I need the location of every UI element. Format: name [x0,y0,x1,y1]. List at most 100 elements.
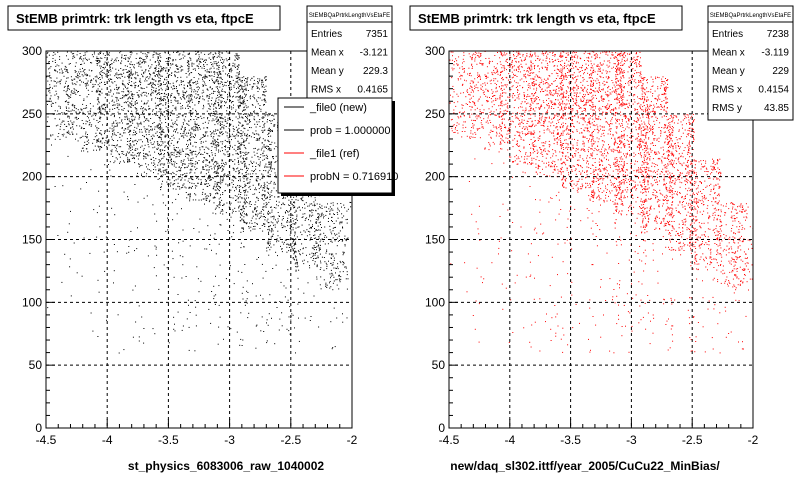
data-point [255,106,256,108]
data-point [111,149,113,151]
data-point [208,169,210,171]
data-point [127,199,129,201]
data-point [129,96,131,98]
data-point [159,124,161,126]
data-point [122,97,124,99]
data-point [224,81,226,83]
data-point [138,114,140,115]
data-point [256,206,258,208]
data-point [107,61,109,63]
data-point [239,99,241,101]
data-point [194,153,196,155]
data-point [125,95,127,97]
data-point [260,154,262,156]
data-point [147,128,149,130]
data-point [71,122,73,124]
data-point [170,152,172,154]
data-point [210,322,212,324]
data-point [278,329,280,331]
left-panel: StEMB primtrk: trk length vs eta, ftpcE … [7,5,398,473]
data-point [97,139,99,141]
data-point [323,217,324,219]
data-point [146,57,148,59]
data-point [263,187,265,189]
data-point [67,58,69,60]
data-point [145,153,147,155]
data-point [215,118,217,120]
data-point [216,117,218,119]
data-point [184,134,186,136]
data-point [271,130,273,132]
data-point [189,169,191,171]
data-point [151,99,153,101]
data-point [118,86,120,88]
data-point [157,173,159,175]
data-point [136,109,138,111]
data-point [159,145,161,147]
data-point [286,210,287,211]
data-point [318,218,320,220]
data-point [113,129,115,131]
data-point [303,292,305,294]
data-point [184,88,186,90]
data-point [162,131,164,133]
data-point [186,318,188,320]
data-point [252,215,254,217]
data-point [218,304,220,306]
data-point [325,282,327,284]
data-point [57,136,59,138]
data-point [162,167,164,168]
data-point [65,106,67,108]
data-point [272,233,274,235]
data-point [312,260,314,261]
data-point [182,184,184,186]
data-point [310,238,312,240]
data-point [198,101,199,103]
data-point [205,146,207,148]
data-point [281,224,283,226]
data-point [180,106,182,108]
data-point [232,125,234,127]
data-point [207,178,209,180]
data-point [219,203,221,205]
data-point [203,134,204,136]
data-point [190,142,192,144]
data-point [245,78,246,79]
data-point [215,186,217,188]
data-point [209,108,211,110]
data-point [173,149,175,150]
data-point [63,133,65,135]
data-point [205,183,207,185]
data-point [203,85,205,86]
data-point [256,210,258,211]
data-point [218,142,220,144]
data-point [282,198,284,199]
data-point [226,99,228,101]
data-point [227,174,229,176]
data-point [219,83,221,85]
data-point [218,96,220,98]
data-point [153,71,155,73]
data-point [337,240,339,242]
data-point [166,82,167,84]
data-point [188,98,190,100]
data-point [166,63,168,64]
data-point [111,151,113,153]
data-point [101,77,103,79]
data-point [70,91,72,93]
data-point [113,125,115,127]
data-point [156,148,158,150]
data-point [310,210,312,212]
data-point [160,153,161,155]
data-point [248,203,250,205]
data-point [223,166,225,168]
data-point [217,188,218,190]
data-point [231,182,233,184]
data-point [246,135,248,137]
data-point [80,127,82,129]
data-point [159,160,161,162]
data-point [259,80,260,82]
data-point [264,140,266,142]
data-point [257,81,258,83]
data-point [202,161,204,163]
